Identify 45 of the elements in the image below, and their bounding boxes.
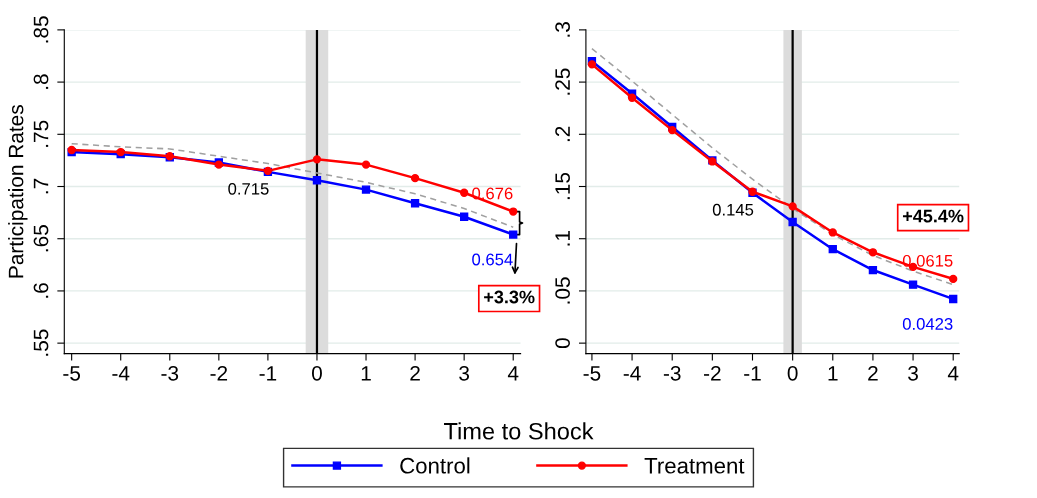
x-tick-label: 0	[311, 365, 322, 381]
y-tick-label: .15	[555, 172, 570, 200]
x-tick-label: -2	[704, 365, 721, 381]
annotation: 0.145	[712, 203, 754, 216]
y-tick-label: .25	[555, 68, 570, 95]
y-tick-label: .8	[33, 74, 49, 89]
x-tick-label: -5	[63, 366, 81, 381]
legend-label: Control	[400, 457, 470, 474]
y-axis-title: Participation Rates	[8, 105, 28, 278]
x-tick-label: -4	[623, 366, 641, 381]
x-tick-label: 3	[459, 365, 470, 381]
x-tick-label: -4	[112, 366, 130, 381]
x-tick-label: 1	[828, 366, 838, 381]
x-tick-label: -3	[161, 365, 179, 381]
y-tick-label: .55	[33, 329, 49, 356]
y-tick-label: .05	[555, 277, 570, 304]
data-label: 0.0423	[902, 318, 953, 330]
legend-label: Treatment	[644, 458, 745, 474]
x-tick-label: 2	[868, 365, 878, 381]
y-tick-label: .6	[33, 283, 49, 298]
y-tick-label: 0	[555, 338, 570, 349]
x-tick-label: -2	[210, 365, 228, 381]
x-axis-title: Time to Shock	[444, 422, 594, 440]
x-tick-label: 1	[361, 366, 371, 381]
y-tick-label: .85	[33, 16, 49, 43]
y-tick-label: .75	[33, 120, 49, 147]
data-label: 0.0615	[902, 254, 953, 267]
x-tick-label: -1	[259, 366, 277, 381]
annotation: +3.3%	[484, 290, 535, 304]
y-tick-label: .2	[555, 126, 570, 142]
x-tick-label: 4	[947, 366, 959, 381]
x-tick-label: 4	[507, 366, 519, 381]
annotation: 0.715	[228, 182, 269, 195]
x-tick-label: 0	[787, 365, 798, 381]
x-tick-label: 3	[908, 365, 918, 381]
y-tick-label: .3	[555, 22, 570, 37]
annotation: +45.4%	[902, 209, 964, 223]
x-tick-label: -1	[744, 366, 761, 381]
data-label: 0.654	[472, 253, 513, 266]
x-tick-label: 2	[410, 365, 420, 381]
x-tick-label: -5	[583, 366, 601, 381]
y-tick-label: .65	[33, 225, 49, 252]
y-tick-label: .1	[555, 231, 570, 246]
y-tick-label: .7	[33, 178, 49, 194]
x-tick-label: -3	[663, 365, 681, 381]
